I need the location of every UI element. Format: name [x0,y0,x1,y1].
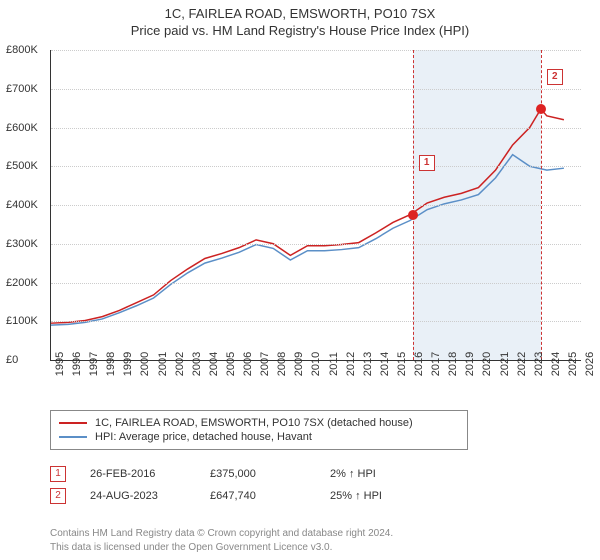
footer-licence: This data is licensed under the Open Gov… [50,541,580,555]
x-axis-tick-label: 2005 [225,352,237,376]
event-row: 2 24-AUG-2023 £647,740 25% ↑ HPI [50,488,580,504]
event-date: 26-FEB-2016 [90,468,210,480]
y-axis-tick-label: £100K [6,315,38,327]
x-axis-tick-label: 2014 [379,352,391,376]
sale-marker-label: 1 [419,155,435,171]
y-axis-tick-label: £200K [6,277,38,289]
sale-marker-label: 2 [547,69,563,85]
x-axis-tick-label: 2001 [157,352,169,376]
event-marker-box: 2 [50,488,66,504]
legend-swatch [59,436,87,438]
event-price: £375,000 [210,468,330,480]
x-axis-tick-label: 2025 [567,352,579,376]
x-axis-tick-label: 2024 [550,352,562,376]
legend-row: HPI: Average price, detached house, Hava… [59,431,459,443]
x-axis-tick-label: 2023 [533,352,545,376]
x-axis-tick-label: 2015 [396,352,408,376]
legend-label: 1C, FAIRLEA ROAD, EMSWORTH, PO10 7SX (de… [95,417,413,429]
event-marker-box: 1 [50,466,66,482]
y-axis-tick-label: £400K [6,199,38,211]
sale-marker-dot [536,104,546,114]
chart-footer: Contains HM Land Registry data © Crown c… [50,527,580,554]
y-axis-tick-label: £500K [6,160,38,172]
x-axis-tick-label: 2000 [139,352,151,376]
x-axis-tick-label: 2010 [310,352,322,376]
x-axis-tick-label: 2018 [447,352,459,376]
x-axis-tick-label: 2011 [328,352,340,376]
x-axis-tick-label: 1997 [88,352,100,376]
legend-swatch [59,422,87,424]
legend-label: HPI: Average price, detached house, Hava… [95,431,312,443]
y-axis-tick-label: £600K [6,122,38,134]
x-axis-tick-label: 2009 [293,352,305,376]
x-axis-tick-label: 2013 [362,352,374,376]
x-axis-tick-label: 2026 [584,352,596,376]
legend-row: 1C, FAIRLEA ROAD, EMSWORTH, PO10 7SX (de… [59,417,459,429]
sale-marker-dot [408,210,418,220]
x-axis-tick-label: 1998 [105,352,117,376]
x-axis-tick-label: 2016 [413,352,425,376]
event-pct-vs-hpi: 2% ↑ HPI [330,468,430,480]
x-axis-tick-label: 1999 [122,352,134,376]
chart-title-address: 1C, FAIRLEA ROAD, EMSWORTH, PO10 7SX [0,6,600,21]
x-axis-tick-label: 2020 [481,352,493,376]
x-axis-tick-label: 1996 [71,352,83,376]
event-table: 1 26-FEB-2016 £375,000 2% ↑ HPI 2 24-AUG… [50,460,580,510]
x-axis-tick-label: 2007 [259,352,271,376]
x-axis-tick-label: 2017 [430,352,442,376]
x-axis-tick-label: 2004 [208,352,220,376]
chart-legend: 1C, FAIRLEA ROAD, EMSWORTH, PO10 7SX (de… [50,410,468,450]
y-axis-tick-label: £700K [6,83,38,95]
x-axis-tick-label: 1995 [54,352,66,376]
event-date: 24-AUG-2023 [90,490,210,502]
x-axis-tick-label: 2012 [345,352,357,376]
x-axis-tick-label: 2008 [276,352,288,376]
x-axis-tick-label: 2019 [464,352,476,376]
x-axis-tick-label: 2003 [191,352,203,376]
y-axis-tick-label: £0 [6,354,18,366]
y-axis-tick-label: £300K [6,238,38,250]
footer-copyright: Contains HM Land Registry data © Crown c… [50,527,580,541]
chart-title-sub: Price paid vs. HM Land Registry's House … [0,23,600,38]
event-pct-vs-hpi: 25% ↑ HPI [330,490,430,502]
x-axis-tick-label: 2002 [174,352,186,376]
y-axis-tick-label: £800K [6,44,38,56]
x-axis-tick-label: 2021 [499,352,511,376]
chart-plot-area: 12 [50,50,581,361]
event-row: 1 26-FEB-2016 £375,000 2% ↑ HPI [50,466,580,482]
x-axis-tick-label: 2022 [516,352,528,376]
event-price: £647,740 [210,490,330,502]
x-axis-tick-label: 2006 [242,352,254,376]
